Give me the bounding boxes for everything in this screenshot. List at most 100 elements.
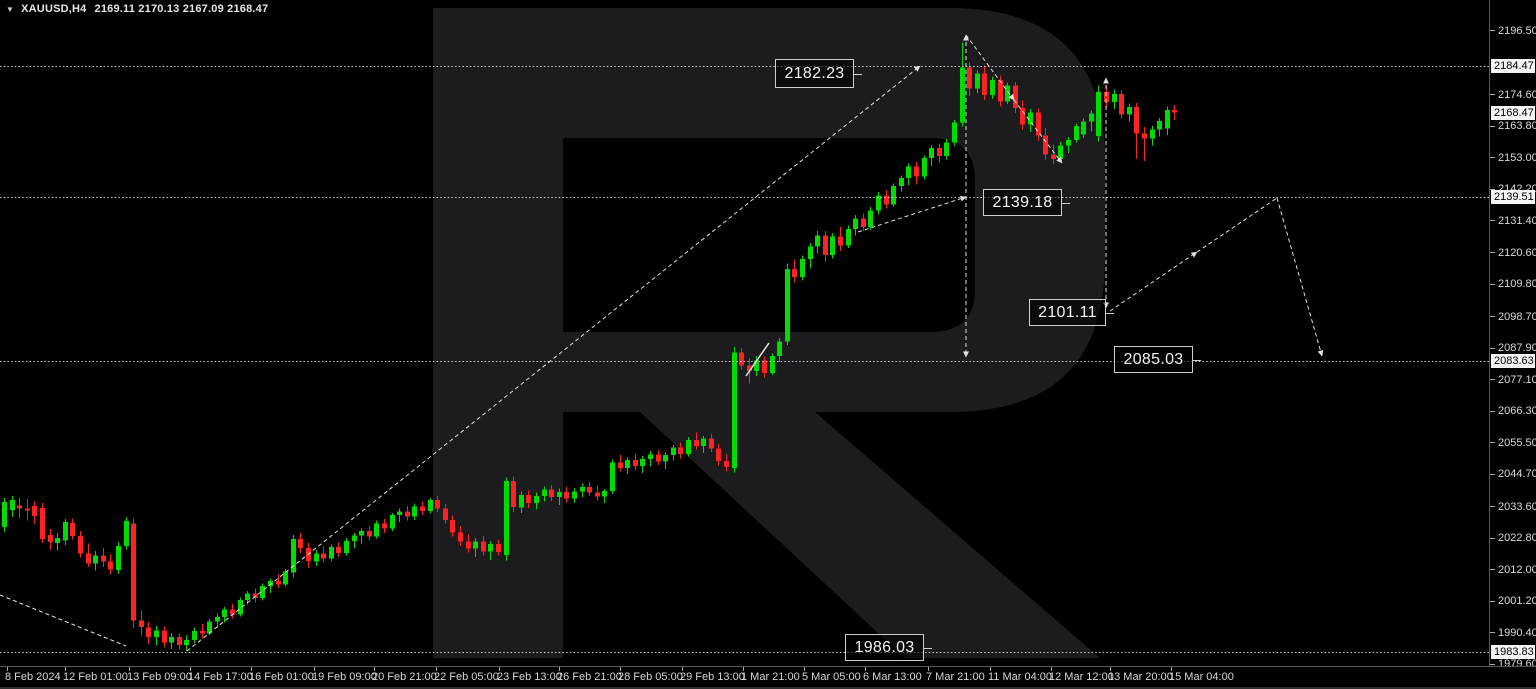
- price-tick-mark: [1490, 410, 1495, 412]
- price-marker-2139-51: 2139.51: [1491, 190, 1535, 205]
- price-tick-mark: [1490, 632, 1495, 634]
- price-tick-label: 2022.80: [1498, 532, 1536, 545]
- time-tick-mark: [682, 667, 683, 671]
- watermark-logo: [433, 8, 1105, 658]
- price-tick-mark: [1490, 537, 1495, 539]
- time-tick-label: 14 Feb 17:00: [188, 671, 253, 683]
- price-tick-label: 2012.00: [1498, 563, 1536, 576]
- time-tick-mark: [1051, 667, 1052, 671]
- time-tick-mark: [65, 667, 66, 671]
- price-tick-mark: [1490, 569, 1495, 571]
- time-tick-mark: [7, 667, 8, 671]
- price-tick-mark: [1490, 125, 1495, 127]
- price-tick-mark: [1490, 30, 1495, 32]
- time-tick-label: 8 Feb 2024: [5, 671, 61, 683]
- time-tick-label: 13 Mar 20:00: [1108, 671, 1173, 683]
- price-tick-label: 2098.70: [1498, 310, 1536, 323]
- price-annotation-2139-18[interactable]: 2139.18: [983, 189, 1070, 216]
- time-tick-label: 12 Feb 01:00: [63, 671, 128, 683]
- price-annotation-1986-03[interactable]: 1986.03: [845, 634, 932, 661]
- price-tick-label: 2109.80: [1498, 278, 1536, 291]
- price-tick-mark: [1490, 347, 1495, 349]
- ohlc-values: 2169.11 2170.13 2167.09 2168.47: [94, 3, 269, 15]
- time-tick-label: 5 Mar 05:00: [802, 671, 861, 683]
- time-tick-mark: [865, 667, 866, 671]
- price-tick-mark: [1490, 600, 1495, 602]
- price-tick-mark: [1490, 188, 1495, 190]
- price-marker-1983-83: 1983.83: [1491, 644, 1535, 659]
- price-annotation-2182-23[interactable]: 2182.23: [775, 59, 862, 88]
- time-tick-mark: [1110, 667, 1111, 671]
- time-tick-mark: [499, 667, 500, 671]
- price-tick-label: 2055.50: [1498, 436, 1536, 449]
- time-tick-label: 7 Mar 21:00: [926, 671, 985, 683]
- time-tick-mark: [620, 667, 621, 671]
- price-tick-mark: [1490, 157, 1495, 159]
- price-tick-label: 2087.90: [1498, 342, 1536, 355]
- price-annotation-2101-11[interactable]: 2101.11: [1029, 299, 1114, 326]
- chart-canvas[interactable]: 2182.23 2139.18 2101.11 2085.03 1986.03: [0, 0, 1489, 666]
- time-tick-mark: [190, 667, 191, 671]
- symbol-info-bar: ▼ XAUUSD,H4 2169.11 2170.13 2167.09 2168…: [6, 3, 268, 15]
- price-tick-mark: [1490, 473, 1495, 475]
- price-tick-label: 2077.10: [1498, 373, 1536, 386]
- price-tick-mark: [1490, 252, 1495, 254]
- price-tick-label: 2033.60: [1498, 500, 1536, 513]
- time-tick-label: 20 Feb 21:00: [372, 671, 437, 683]
- window-bottom-edge: [0, 687, 1536, 689]
- price-tick-mark: [1490, 316, 1495, 317]
- time-tick-label: 6 Mar 13:00: [863, 671, 922, 683]
- time-tick-mark: [1171, 667, 1172, 671]
- time-tick-label: 22 Feb 05:00: [434, 671, 499, 683]
- price-tick-mark: [1490, 379, 1495, 381]
- price-tick-label: 2196.50: [1498, 24, 1536, 37]
- price-tick-label: 2174.60: [1498, 88, 1536, 101]
- price-tick-mark: [1490, 283, 1495, 285]
- price-marker-2083-63: 2083.63: [1491, 353, 1535, 368]
- price-tick-mark: [1490, 220, 1495, 222]
- price-tick-label: 2044.70: [1498, 468, 1536, 481]
- time-tick-label: 13 Feb 09:00: [127, 671, 192, 683]
- time-axis[interactable]: 8 Feb 2024 12 Feb 01:00 13 Feb 09:00 14 Feb…: [0, 667, 1536, 689]
- price-tick-mark: [1490, 663, 1495, 665]
- price-tick-label: 2001.20: [1498, 595, 1536, 608]
- time-tick-label: 11 Mar 04:00: [988, 671, 1053, 683]
- time-tick-mark: [928, 667, 929, 671]
- time-tick-label: 26 Feb 21:00: [557, 671, 622, 683]
- price-tick-mark: [1490, 442, 1495, 444]
- price-tick-label: 2153.00: [1498, 151, 1536, 164]
- time-tick-mark: [743, 667, 744, 671]
- time-axis-separator: [0, 666, 1536, 667]
- price-tick-mark: [1490, 94, 1495, 96]
- price-annotation-2085-03[interactable]: 2085.03: [1114, 346, 1201, 373]
- price-axis[interactable]: 2196.502174.602163.802153.002142.202131.…: [1490, 0, 1536, 670]
- price-marker-2184-47: 2184.47: [1491, 59, 1535, 73]
- time-tick-label: 23 Feb 13:00: [497, 671, 562, 683]
- symbol-timeframe-label: XAUUSD,H4: [21, 3, 87, 15]
- time-tick-mark: [314, 667, 315, 671]
- time-tick-mark: [374, 667, 375, 671]
- time-tick-mark: [559, 667, 560, 671]
- price-tick-label: 2131.40: [1498, 214, 1536, 227]
- price-tick-label: 1990.40: [1498, 626, 1536, 639]
- price-tick-label: 2120.60: [1498, 246, 1536, 259]
- time-tick-label: 16 Feb 01:00: [249, 671, 314, 683]
- time-tick-label: 28 Feb 05:00: [618, 671, 683, 683]
- price-axis-separator: [1489, 0, 1490, 666]
- time-tick-label: 19 Feb 09:00: [312, 671, 377, 683]
- time-tick-label: 15 Mar 04:00: [1169, 671, 1234, 683]
- time-tick-label: 1 Mar 21:00: [741, 671, 800, 683]
- candlestick-chart: [0, 8, 1489, 658]
- time-tick-label: 29 Feb 13:00: [680, 671, 745, 683]
- time-tick-mark: [436, 667, 437, 671]
- price-tick-mark: [1490, 506, 1495, 508]
- time-tick-mark: [251, 667, 252, 671]
- time-tick-label: 12 Mar 12:00: [1049, 671, 1114, 683]
- price-marker-2168-47: 2168.47: [1491, 105, 1535, 120]
- time-tick-mark: [804, 667, 805, 671]
- symbol-dropdown-icon[interactable]: ▼: [6, 4, 15, 14]
- time-tick-mark: [990, 667, 991, 671]
- price-tick-label: 2066.30: [1498, 405, 1536, 418]
- price-tick-label: 2163.80: [1498, 120, 1536, 133]
